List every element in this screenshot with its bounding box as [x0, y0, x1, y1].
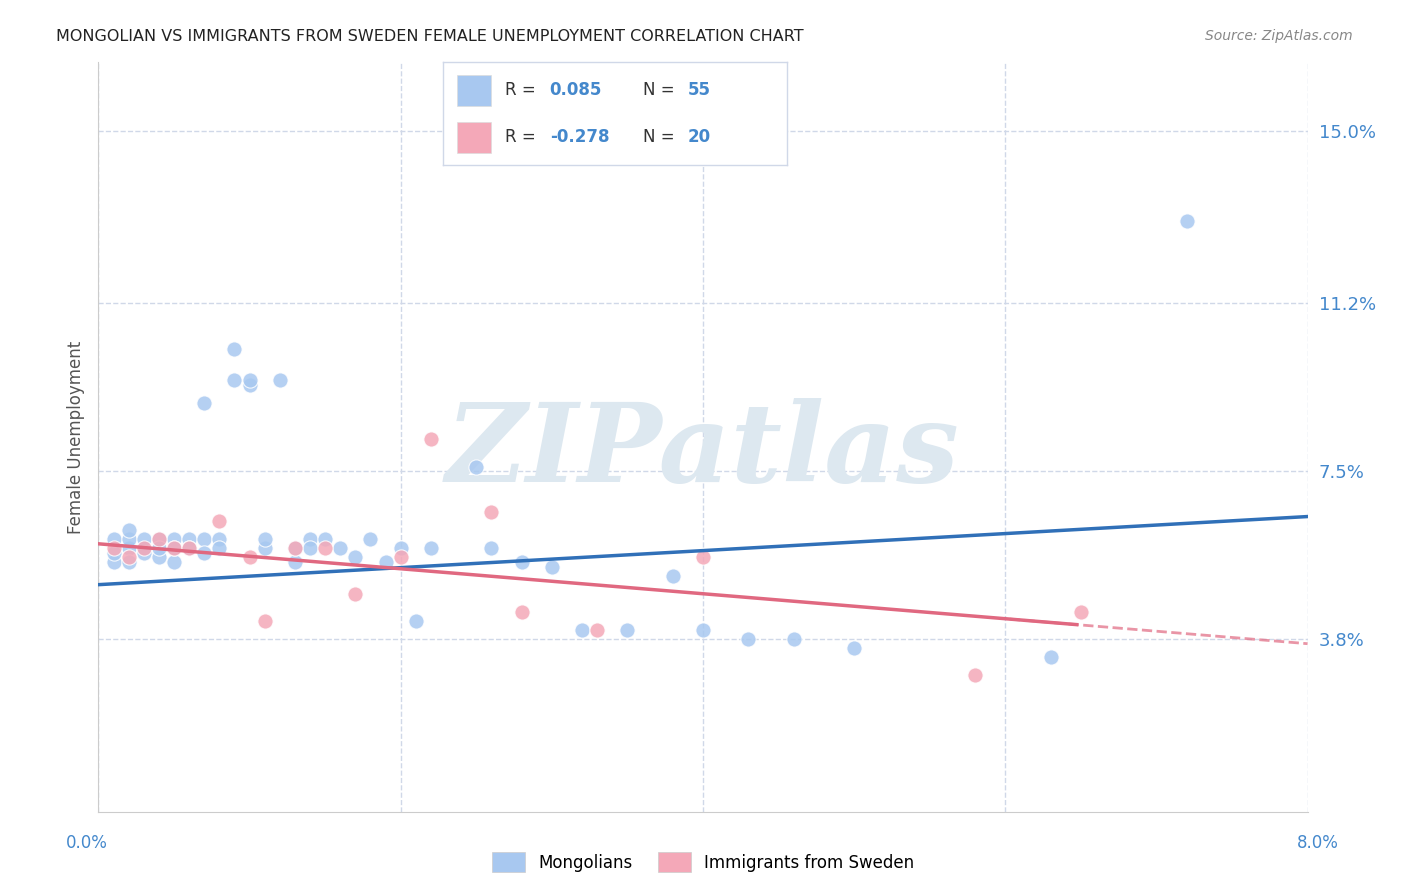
Point	[1175, 214, 1198, 228]
Text: 0.085: 0.085	[550, 81, 602, 99]
Text: Source: ZipAtlas.com: Source: ZipAtlas.com	[1205, 29, 1353, 44]
Point	[118, 523, 141, 537]
Point	[118, 533, 141, 547]
Point	[239, 377, 262, 392]
Point	[420, 433, 443, 447]
Legend: Mongolians, Immigrants from Sweden: Mongolians, Immigrants from Sweden	[485, 846, 921, 879]
Point	[148, 541, 170, 556]
Point	[389, 550, 412, 565]
Point	[284, 541, 307, 556]
Point	[224, 373, 246, 387]
Text: N =: N =	[643, 81, 679, 99]
Point	[329, 541, 352, 556]
Point	[692, 623, 714, 637]
Text: 0.0%: 0.0%	[66, 834, 108, 852]
Point	[239, 550, 262, 565]
Point	[253, 541, 276, 556]
Point	[510, 605, 533, 619]
Point	[103, 541, 125, 556]
Point	[193, 533, 215, 547]
Text: MONGOLIAN VS IMMIGRANTS FROM SWEDEN FEMALE UNEMPLOYMENT CORRELATION CHART: MONGOLIAN VS IMMIGRANTS FROM SWEDEN FEMA…	[56, 29, 804, 45]
Point	[208, 541, 231, 556]
Point	[374, 555, 396, 569]
Text: 55: 55	[688, 81, 710, 99]
Point	[253, 614, 276, 628]
Point	[132, 533, 155, 547]
Point	[148, 533, 170, 547]
Point	[692, 550, 714, 565]
Bar	[457, 75, 491, 105]
Point	[253, 533, 276, 547]
Point	[132, 541, 155, 556]
Point	[314, 533, 336, 547]
Point	[163, 541, 186, 556]
Point	[661, 568, 683, 582]
Text: 20: 20	[688, 128, 710, 146]
Point	[132, 541, 155, 556]
Point	[179, 533, 201, 547]
Point	[586, 623, 609, 637]
Point	[163, 541, 186, 556]
Point	[540, 559, 562, 574]
Point	[179, 541, 201, 556]
Text: R =: R =	[505, 128, 541, 146]
Point	[965, 668, 987, 682]
Text: -0.278: -0.278	[550, 128, 609, 146]
Point	[193, 546, 215, 560]
Point	[1039, 650, 1062, 665]
Text: R =: R =	[505, 81, 541, 99]
Point	[344, 587, 367, 601]
Point	[405, 614, 427, 628]
Point	[208, 514, 231, 528]
Point	[481, 505, 503, 519]
Point	[148, 533, 170, 547]
Point	[148, 550, 170, 565]
Point	[389, 541, 412, 556]
Point	[420, 541, 443, 556]
Point	[299, 541, 322, 556]
Point	[103, 533, 125, 547]
Point	[299, 533, 322, 547]
Point	[844, 641, 866, 656]
Point	[224, 342, 246, 356]
Point	[783, 632, 806, 647]
Point	[360, 533, 382, 547]
Point	[1070, 605, 1092, 619]
Text: 8.0%: 8.0%	[1296, 834, 1339, 852]
Point	[314, 541, 336, 556]
Y-axis label: Female Unemployment: Female Unemployment	[66, 341, 84, 533]
Point	[239, 373, 262, 387]
Point	[163, 555, 186, 569]
Point	[179, 541, 201, 556]
Text: ZIPatlas: ZIPatlas	[446, 399, 960, 506]
Point	[132, 546, 155, 560]
Point	[118, 541, 141, 556]
Point	[118, 555, 141, 569]
Point	[103, 555, 125, 569]
Point	[571, 623, 593, 637]
Point	[193, 396, 215, 410]
Point	[344, 550, 367, 565]
Point	[208, 533, 231, 547]
Point	[269, 373, 291, 387]
Point	[163, 533, 186, 547]
Bar	[457, 122, 491, 153]
Point	[465, 459, 488, 474]
Point	[737, 632, 759, 647]
Point	[616, 623, 638, 637]
Point	[510, 555, 533, 569]
Point	[481, 541, 503, 556]
Text: N =: N =	[643, 128, 679, 146]
Point	[118, 550, 141, 565]
Point	[284, 555, 307, 569]
Point	[284, 541, 307, 556]
Point	[103, 546, 125, 560]
